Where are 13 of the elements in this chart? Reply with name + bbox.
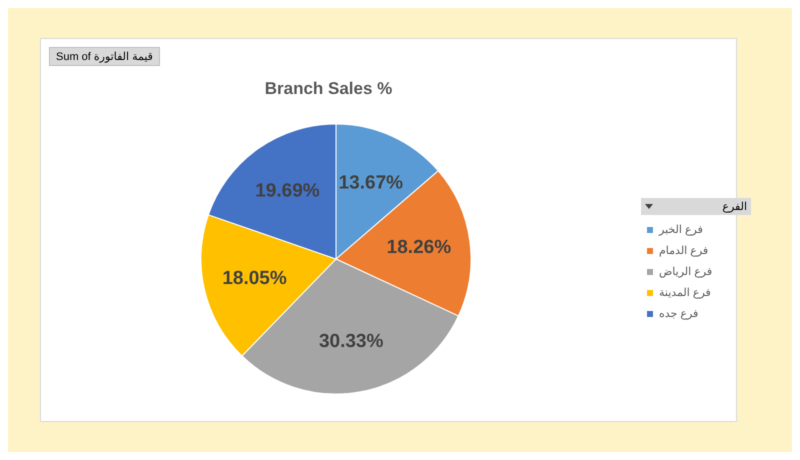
data-label: 30.33% — [318, 330, 384, 352]
data-label: 18.05% — [222, 268, 287, 289]
legend-label: فرع الخبر — [659, 223, 703, 236]
legend-label: فرع جده — [659, 307, 698, 320]
legend-label: فرع المدينة — [659, 286, 711, 299]
legend-label: فرع الدمام — [659, 244, 708, 257]
legend-label: فرع الرياض — [659, 265, 712, 278]
text: Sum of قيمة الفاتورة — [49, 47, 160, 66]
legend-title: الفرع — [722, 200, 747, 213]
data-label: 13.67% — [338, 172, 404, 194]
data-label: 18.26% — [386, 236, 452, 258]
data-label: 19.69% — [255, 180, 320, 202]
chart-title: Branch Sales % — [264, 79, 394, 99]
